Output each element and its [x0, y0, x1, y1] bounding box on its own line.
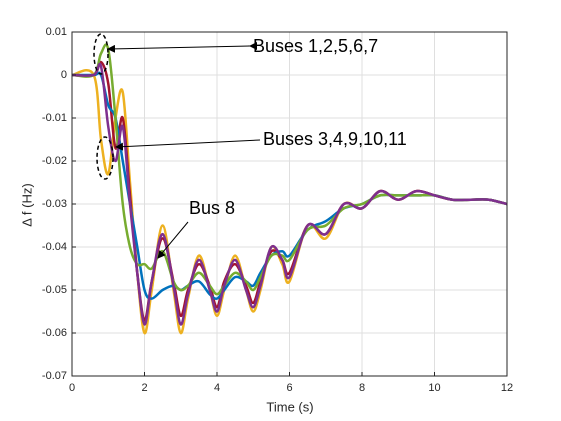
- data-line: [71, 62, 508, 326]
- y-tick-label: -0.01: [42, 112, 67, 124]
- y-tick-label: -0.05: [42, 284, 67, 296]
- y-axis-label: Δ f (Hz): [19, 183, 34, 226]
- x-tick-label: 8: [359, 382, 365, 394]
- annotation: Buses 3,4,9,10,11: [263, 129, 407, 149]
- y-tick-label: -0.02: [42, 155, 67, 167]
- arrow: [157, 221, 189, 259]
- arrow: [115, 139, 261, 151]
- y-tick-label: -0.06: [42, 327, 67, 339]
- y-tick-label: 0.01: [46, 26, 67, 38]
- annotation: Bus 8: [189, 198, 235, 218]
- y-tick-label: 0: [61, 69, 67, 81]
- x-tick-label: 6: [286, 382, 292, 394]
- x-tick-label: 0: [69, 382, 75, 394]
- y-tick-label: -0.07: [42, 370, 67, 382]
- x-axis-label: Time (s): [266, 399, 313, 414]
- highlight-ellipse: [93, 33, 109, 75]
- y-tick-label: -0.03: [42, 198, 67, 210]
- x-tick-label: 10: [428, 382, 440, 394]
- x-tick-label: 2: [141, 382, 147, 394]
- x-tick-label: 4: [214, 382, 220, 394]
- data-line: [71, 43, 508, 296]
- x-tick-label: 12: [501, 382, 513, 394]
- highlight-ellipse: [96, 136, 114, 180]
- annotation: Buses 1,2,5,6,7: [253, 36, 378, 56]
- y-tick-label: -0.04: [42, 241, 67, 253]
- arrow: [107, 44, 251, 53]
